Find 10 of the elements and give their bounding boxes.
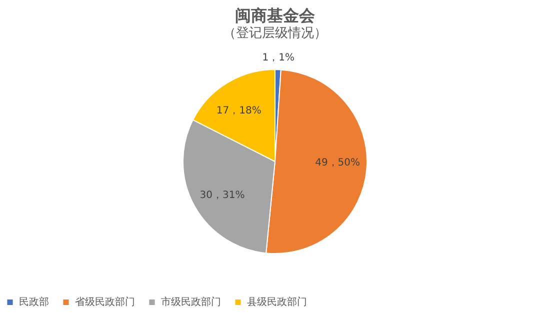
legend-label: 省级民政部门 [75, 296, 135, 308]
data-label: 1，1% [262, 52, 294, 64]
data-label: 30，31% [200, 190, 245, 202]
legend-label: 县级民政部门 [247, 296, 307, 308]
data-label: 17，18% [216, 105, 262, 116]
data-label: 49，50% [315, 158, 360, 169]
legend-label: 市级民政部门 [161, 296, 221, 308]
legend-label: 民政部 [19, 296, 49, 308]
chart-subtitle: （登记层级情况） [223, 26, 327, 41]
chart-title: 闽商基金会 [235, 6, 316, 25]
